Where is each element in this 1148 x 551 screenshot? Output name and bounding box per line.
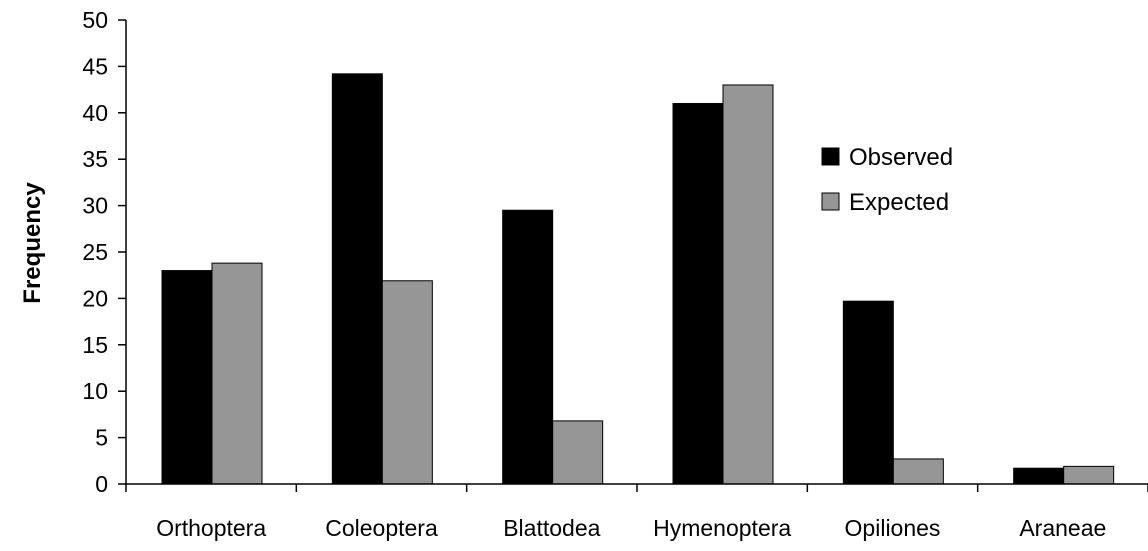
legend-label-expected: Expected [849,189,949,216]
bar-expected-blattodea [552,420,604,485]
x-category-label: Opiliones [845,515,941,541]
y-tick-label: 35 [82,146,108,172]
bar-expected-coleoptera [381,280,433,485]
labels-layer: 0 5 10 15 20 25 30 35 40 45 50 Orthoptera Coleoptera… [82,7,1106,541]
bar-expected-hymenoptera [722,84,774,485]
y-tick-label: 25 [82,239,108,265]
y-tick-label: 45 [82,53,108,79]
x-category-label: Hymenoptera [653,515,791,541]
y-axis-title: Frequency [19,182,46,304]
legend-swatch-observed [821,147,840,166]
bar-expected-araneae [1063,465,1115,485]
bar-observed-hymenoptera [672,103,724,485]
y-tick-label: 5 [95,425,108,451]
y-tick-label: 15 [82,332,108,358]
bar-expected-orthoptera [211,262,263,485]
bars-layer [161,73,1115,485]
y-tick-label: 20 [82,285,108,311]
legend-label-observed: Observed [849,144,953,171]
bar-observed-araneae [1013,467,1065,485]
bar-observed-opiliones [842,300,894,485]
bar-observed-coleoptera [331,73,383,485]
y-tick-label: 0 [95,471,108,497]
bar-observed-blattodea [502,209,554,485]
x-category-label: Blattodea [503,515,600,541]
x-category-label: Araneae [1019,515,1106,541]
y-tick-label: 40 [82,100,108,126]
bar-expected-opiliones [892,458,944,485]
y-tick-label: 10 [82,378,108,404]
axes-layer [118,19,1148,492]
y-tick-label: 30 [82,193,108,219]
legend-swatch-expected [821,192,840,211]
x-category-label: Orthoptera [156,515,266,541]
legend: Observed Expected [821,144,953,216]
bar-observed-orthoptera [161,270,213,485]
y-tick-label: 50 [82,7,108,33]
x-category-label: Coleoptera [325,515,438,541]
